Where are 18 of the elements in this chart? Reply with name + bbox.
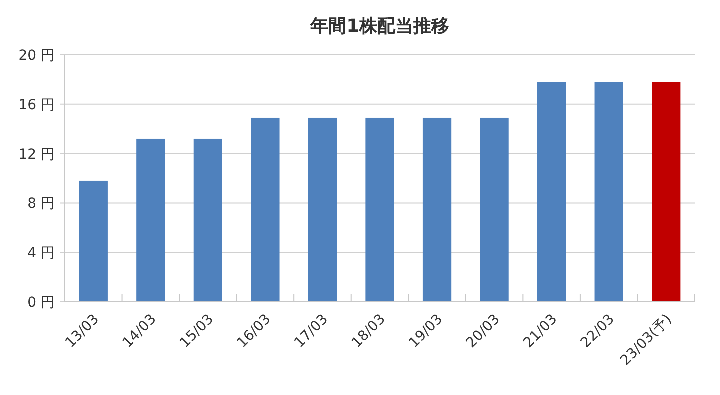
bar [251, 118, 280, 302]
bar [480, 118, 509, 302]
chart-title: 年間1株配当推移 [310, 16, 450, 37]
y-tick-label: 0 円 [28, 295, 55, 311]
y-tick-label: 8 円 [28, 196, 55, 212]
bar [136, 138, 166, 302]
bar [422, 118, 452, 302]
y-tick-label: 4 円 [28, 246, 55, 262]
bar [652, 82, 681, 302]
bar [194, 138, 222, 302]
bar [538, 82, 566, 302]
bar [308, 118, 338, 302]
y-tick-label: 16 円 [18, 97, 55, 114]
bar [79, 180, 108, 302]
bar [594, 82, 624, 302]
bar [366, 118, 394, 302]
y-tick-label: 12 円 [18, 146, 55, 163]
y-tick-label: 20 円 [18, 48, 55, 64]
